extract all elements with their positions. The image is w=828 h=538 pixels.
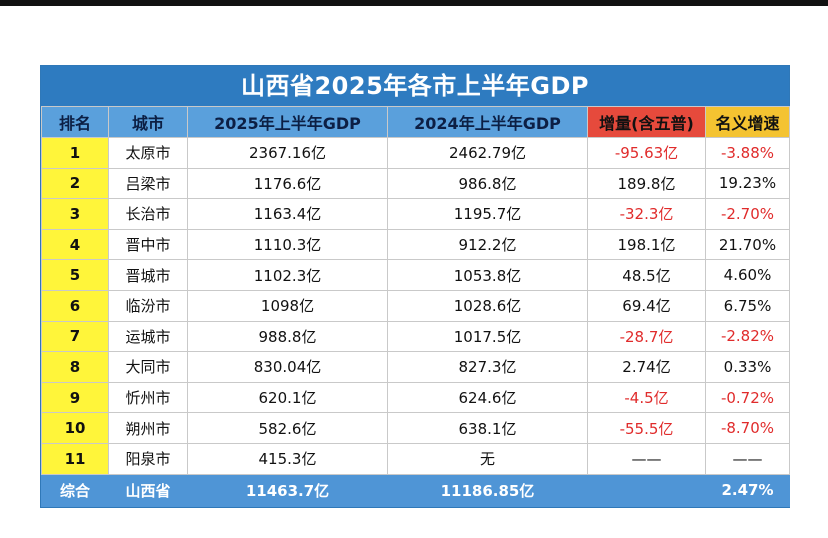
gdp-2024-cell: 624.6亿 [387,381,588,414]
header-increase: 增量(含五普) [587,106,706,138]
gdp-2024-cell: 1017.5亿 [387,320,588,353]
rank-cell: 9 [41,381,109,414]
header-rank: 排名 [41,106,109,138]
gdp-2024-cell: 827.3亿 [387,351,588,383]
table-row: 2 吕梁市 1176.6亿 986.8亿 189.8亿 19.23% [41,167,790,200]
city-cell: 忻州市 [108,381,188,414]
total-row: 综合 山西省 11463.7亿 11186.85亿 2.47% [41,473,790,507]
gdp-table: 排名 城市 2025年上半年GDP 2024年上半年GDP 增量(含五普) 名义… [41,106,790,507]
increase-cell: 69.4亿 [587,289,706,322]
gdp-2024-cell: 无 [387,442,588,475]
total-gdp-2025: 11463.7亿 [187,473,388,507]
gdp-2025-cell: 830.04亿 [187,351,388,383]
gdp-2025-cell: 2367.16亿 [187,137,388,169]
growth-cell: 19.23% [705,167,790,200]
gdp-2025-cell: 1098亿 [187,289,388,322]
growth-cell: -2.70% [705,198,790,230]
city-cell: 吕梁市 [108,167,188,200]
table-body: 1 太原市 2367.16亿 2462.79亿 -95.63亿 -3.88% 2 吕梁市 117… [41,137,790,475]
total-city: 山西省 [108,473,188,507]
growth-cell: -0.72% [705,381,790,414]
rank-cell: 10 [41,412,109,444]
gdp-2024-cell: 986.8亿 [387,167,588,200]
table-row: 10 朔州市 582.6亿 638.1亿 -55.5亿 -8.70% [41,412,790,444]
city-cell: 长治市 [108,198,188,230]
gdp-2025-cell: 1163.4亿 [187,198,388,230]
rank-cell: 5 [41,259,109,291]
gdp-2025-cell: 582.6亿 [187,412,388,444]
increase-cell: 189.8亿 [587,167,706,200]
table-row: 6 临汾市 1098亿 1028.6亿 69.4亿 6.75% [41,289,790,322]
gdp-2024-cell: 2462.79亿 [387,137,588,169]
city-cell: 阳泉市 [108,442,188,475]
table-row: 5 晋城市 1102.3亿 1053.8亿 48.5亿 4.60% [41,259,790,291]
gdp-2025-cell: 1110.3亿 [187,228,388,261]
growth-cell: 6.75% [705,289,790,322]
gdp-2025-cell: 1176.6亿 [187,167,388,200]
rank-cell: 8 [41,351,109,383]
gdp-2024-cell: 1028.6亿 [387,289,588,322]
increase-cell: 48.5亿 [587,259,706,291]
rank-cell: 11 [41,442,109,475]
increase-cell: -28.7亿 [587,320,706,353]
rank-cell: 4 [41,228,109,261]
table-row: 3 长治市 1163.4亿 1195.7亿 -32.3亿 -2.70% [41,198,790,230]
increase-cell: -32.3亿 [587,198,706,230]
table-row: 4 晋中市 1110.3亿 912.2亿 198.1亿 21.70% [41,228,790,261]
city-cell: 运城市 [108,320,188,353]
table-row: 11 阳泉市 415.3亿无 —— —— [41,442,790,475]
gdp-2025-cell: 415.3亿 [187,442,388,475]
growth-cell: 21.70% [705,228,790,261]
gdp-table-container: 山西省2025年各市上半年GDP 排名 城市 2025年上半年GDP 2024年… [40,65,790,508]
city-cell: 大同市 [108,351,188,383]
increase-cell: -55.5亿 [587,412,706,444]
rank-cell: 7 [41,320,109,353]
table-title: 山西省2025年各市上半年GDP [41,66,789,106]
growth-cell: -8.70% [705,412,790,444]
top-border-bar [0,0,828,6]
header-row: 排名 城市 2025年上半年GDP 2024年上半年GDP 增量(含五普) 名义… [41,106,790,138]
growth-cell: -2.82% [705,320,790,353]
growth-cell: -3.88% [705,137,790,169]
total-growth: 2.47% [705,473,790,507]
gdp-2024-cell: 1053.8亿 [387,259,588,291]
header-gdp-2025: 2025年上半年GDP [187,106,388,138]
gdp-2025-cell: 620.1亿 [187,381,388,414]
rank-cell: 3 [41,198,109,230]
rank-cell: 2 [41,167,109,200]
growth-cell: 0.33% [705,351,790,383]
gdp-2024-cell: 912.2亿 [387,228,588,261]
city-cell: 朔州市 [108,412,188,444]
total-increase [587,473,706,507]
gdp-2025-cell: 1102.3亿 [187,259,388,291]
gdp-2024-cell: 1195.7亿 [387,198,588,230]
gdp-2024-cell: 638.1亿 [387,412,588,444]
table-row: 8 大同市 830.04亿 827.3亿 2.74亿 0.33% [41,351,790,383]
total-gdp-2024: 11186.85亿 [387,473,588,507]
increase-cell: —— [587,442,706,475]
table-row: 7 运城市 988.8亿 1017.5亿 -28.7亿 -2.82% [41,320,790,353]
rank-cell: 6 [41,289,109,322]
header-growth: 名义增速 [705,106,790,138]
growth-cell: 4.60% [705,259,790,291]
rank-cell: 1 [41,137,109,169]
gdp-2025-cell: 988.8亿 [187,320,388,353]
city-cell: 临汾市 [108,289,188,322]
increase-cell: -95.63亿 [587,137,706,169]
increase-cell: 2.74亿 [587,351,706,383]
city-cell: 晋城市 [108,259,188,291]
total-label: 综合 [41,473,109,507]
city-cell: 晋中市 [108,228,188,261]
header-city: 城市 [108,106,188,138]
increase-cell: 198.1亿 [587,228,706,261]
table-row: 9 忻州市 620.1亿 624.6亿 -4.5亿 -0.72% [41,381,790,414]
city-cell: 太原市 [108,137,188,169]
table-row: 1 太原市 2367.16亿 2462.79亿 -95.63亿 -3.88% [41,137,790,169]
increase-cell: -4.5亿 [587,381,706,414]
growth-cell: —— [705,442,790,475]
header-gdp-2024: 2024年上半年GDP [387,106,588,138]
